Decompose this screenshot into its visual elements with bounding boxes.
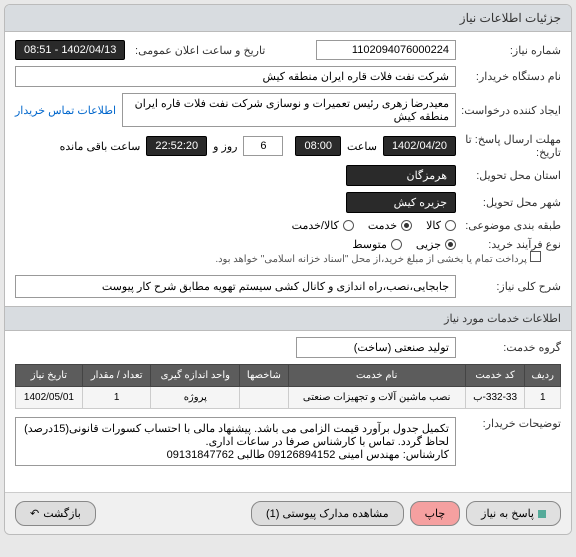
table-header-row: ردیف کد خدمت نام خدمت شاخصها واحد اندازه…	[16, 365, 561, 387]
row-desc: شرح کلی نیاز: جابجایی،نصب،راه اندازی و ک…	[15, 275, 561, 298]
button-bar: پاسخ به نیاز چاپ مشاهده مدارک پیوستی (1)…	[5, 492, 571, 534]
services-table: ردیف کد خدمت نام خدمت شاخصها واحد اندازه…	[15, 364, 561, 409]
print-button[interactable]: چاپ	[410, 501, 461, 526]
day-label: روز و	[213, 140, 237, 153]
buyer-value: شرکت نفت فلات قاره ایران منطقه کیش	[15, 66, 456, 87]
service-group-label: گروه خدمت:	[456, 341, 561, 354]
th-3: شاخصها	[240, 365, 289, 387]
goods-service-radio-group: کالا/خدمت	[292, 219, 354, 232]
city-value: جزیره کیش	[346, 192, 456, 213]
row-deadline: مهلت ارسال پاسخ: تاتاریخ: 1402/04/20 ساع…	[15, 133, 561, 159]
service-radio[interactable]	[401, 220, 412, 231]
td-0: 1	[525, 387, 561, 409]
th-1: کد خدمت	[465, 365, 525, 387]
buyer-label: نام دستگاه خریدار:	[456, 70, 561, 83]
row-need-number: شماره نیاز: 1102094076000224 تاریخ و ساع…	[15, 40, 561, 60]
docs-button-label: مشاهده مدارک پیوستی (1)	[266, 507, 389, 520]
time-label: ساعت	[347, 140, 377, 153]
table-row: 1 332-33-ب نصب ماشین آلات و تجهیزات صنعت…	[16, 387, 561, 409]
td-1: 332-33-ب	[465, 387, 525, 409]
partial-radio[interactable]	[445, 239, 456, 250]
row-notes: توضیحات خریدار: تکمیل جدول برآورد قیمت ا…	[15, 417, 561, 466]
partial-label: جزیی	[416, 238, 441, 251]
th-4: واحد اندازه گیری	[151, 365, 240, 387]
datetime-value: 1402/04/13 - 08:51	[15, 40, 125, 60]
days-remaining: 6	[243, 136, 283, 156]
process-note: پرداخت تمام یا بخشی از مبلغ خرید،از محل …	[215, 254, 527, 265]
back-icon: ↶	[30, 507, 39, 520]
need-number-label: شماره نیاز:	[456, 44, 561, 57]
th-2: نام خدمت	[288, 365, 465, 387]
goods-radio-group: کالا	[426, 219, 456, 232]
remaining-label: ساعت باقی مانده	[60, 140, 141, 153]
reply-icon	[538, 510, 546, 518]
medium-radio-group: متوسط	[352, 238, 402, 251]
goods-label: کالا	[426, 219, 441, 232]
partial-radio-group: جزیی	[416, 238, 456, 251]
notes-value: تکمیل جدول برآورد قیمت الزامی می باشد. پ…	[15, 417, 456, 466]
row-buyer: نام دستگاه خریدار: شرکت نفت فلات قاره ای…	[15, 66, 561, 87]
row-process: نوع فرآیند خرید: جزیی متوسط پرداخت تمام …	[15, 238, 561, 265]
back-button-label: بازگشت	[43, 507, 81, 520]
goods-service-radio[interactable]	[343, 220, 354, 231]
row-province: استان محل تحویل: هرمزگان	[15, 165, 561, 186]
card-content: شماره نیاز: 1102094076000224 تاریخ و ساع…	[5, 32, 571, 482]
service-label: خدمت	[368, 219, 397, 232]
print-button-label: چاپ	[425, 507, 446, 520]
th-5: تعداد / مقدار	[82, 365, 151, 387]
goods-service-label: کالا/خدمت	[292, 219, 339, 232]
category-label: طبقه بندی موضوعی:	[456, 219, 561, 232]
back-button[interactable]: بازگشت ↶	[15, 501, 96, 526]
td-5: 1	[82, 387, 151, 409]
card-title: جزئیات اطلاعات نیاز	[460, 11, 561, 25]
services-section-title: اطلاعات خدمات مورد نیاز	[5, 306, 571, 331]
deadline-time: 08:00	[295, 136, 341, 156]
goods-radio[interactable]	[445, 220, 456, 231]
creator-value: معیدرضا زهری رئیس تعمیرات و نوسازی شرکت …	[122, 93, 456, 127]
td-3	[240, 387, 289, 409]
desc-label: شرح کلی نیاز:	[456, 280, 561, 293]
row-service-group: گروه خدمت: تولید صنعتی (ساخت)	[15, 337, 561, 358]
th-0: ردیف	[525, 365, 561, 387]
creator-label: ایجاد کننده درخواست:	[456, 104, 561, 117]
reply-button[interactable]: پاسخ به نیاز	[466, 501, 561, 526]
row-category: طبقه بندی موضوعی: کالا خدمت کالا/خدمت	[15, 219, 561, 232]
desc-value: جابجایی،نصب،راه اندازی و کانال کشی سیستم…	[15, 275, 456, 298]
province-value: هرمزگان	[346, 165, 456, 186]
td-6: 1402/05/01	[16, 387, 83, 409]
th-6: تاریخ نیاز	[16, 365, 83, 387]
city-label: شهر محل تحویل:	[456, 196, 561, 209]
notes-label: توضیحات خریدار:	[456, 417, 561, 430]
row-city: شهر محل تحویل: جزیره کیش	[15, 192, 561, 213]
datetime-label: تاریخ و ساعت اعلان عمومی:	[125, 44, 265, 57]
reply-button-label: پاسخ به نیاز	[481, 507, 534, 520]
process-check-group: پرداخت تمام یا بخشی از مبلغ خرید،از محل …	[215, 251, 541, 265]
info-card: جزئیات اطلاعات نیاز شماره نیاز: 11020940…	[4, 4, 572, 535]
td-2: نصب ماشین آلات و تجهیزات صنعتی	[288, 387, 465, 409]
contact-link[interactable]: اطلاعات تماس خریدار	[15, 104, 116, 117]
service-group-value: تولید صنعتی (ساخت)	[296, 337, 456, 358]
province-label: استان محل تحویل:	[456, 169, 561, 182]
medium-label: متوسط	[352, 238, 387, 251]
deadline-date: 1402/04/20	[383, 136, 456, 156]
service-radio-group: خدمت	[368, 219, 412, 232]
medium-radio[interactable]	[391, 239, 402, 250]
process-checkbox[interactable]	[530, 251, 541, 262]
row-creator: ایجاد کننده درخواست: معیدرضا زهری رئیس ت…	[15, 93, 561, 127]
card-header: جزئیات اطلاعات نیاز	[5, 5, 571, 32]
td-4: پروژه	[151, 387, 240, 409]
need-number-value: 1102094076000224	[316, 40, 456, 60]
deadline-label: مهلت ارسال پاسخ: تاتاریخ:	[456, 133, 561, 159]
process-label: نوع فرآیند خرید:	[456, 238, 561, 251]
countdown: 22:52:20	[146, 136, 207, 156]
docs-button[interactable]: مشاهده مدارک پیوستی (1)	[251, 501, 404, 526]
